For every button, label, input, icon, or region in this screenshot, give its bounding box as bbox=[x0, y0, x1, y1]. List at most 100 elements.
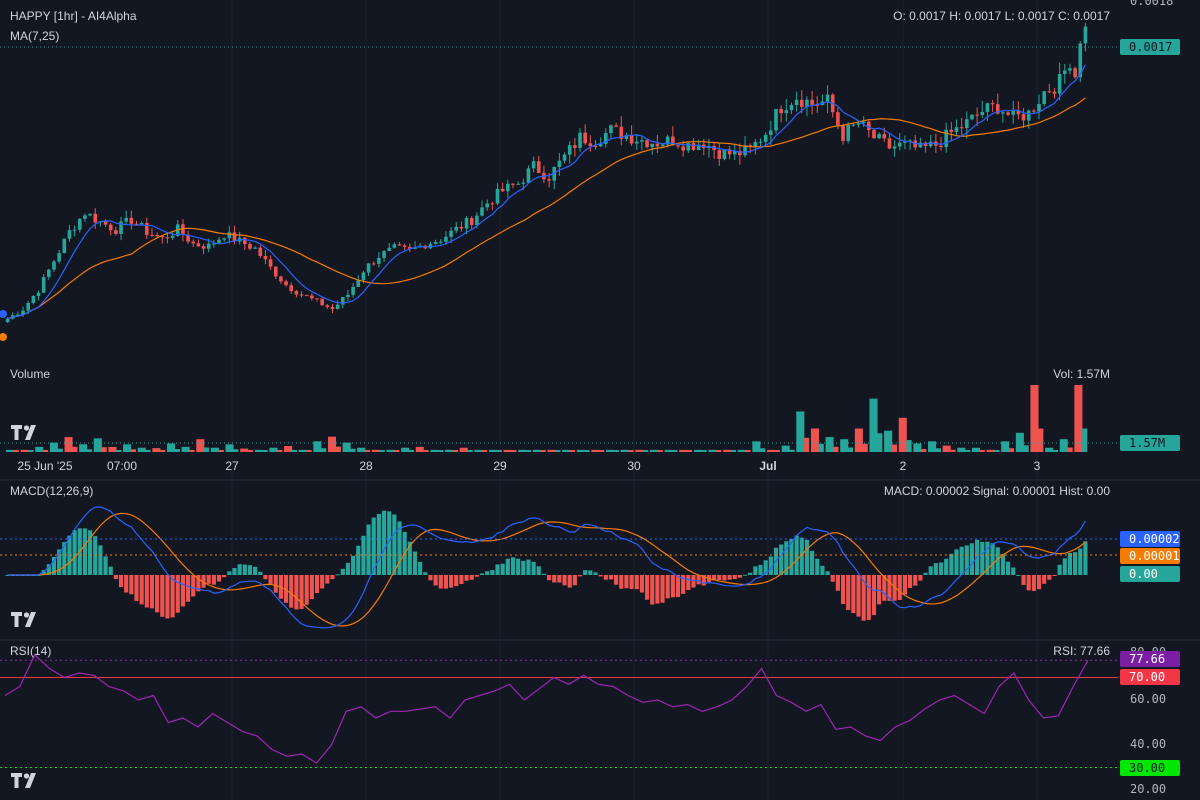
macd-histogram-bar bbox=[206, 575, 211, 584]
macd-histogram-bar bbox=[454, 575, 459, 587]
candle-body bbox=[1026, 110, 1031, 121]
candle-body bbox=[660, 144, 665, 147]
macd-histogram-bar bbox=[938, 562, 944, 575]
candle-body bbox=[784, 110, 789, 114]
candle-body bbox=[614, 125, 618, 127]
last-price-badge: 0.0017 bbox=[1120, 39, 1180, 55]
date-axis-label: 30 bbox=[627, 459, 641, 473]
macd-histogram-bar bbox=[113, 575, 118, 580]
tradingview-logo-icon bbox=[11, 612, 36, 627]
volume-bar bbox=[891, 444, 898, 452]
macd-histogram-bar bbox=[253, 566, 258, 575]
volume-bar bbox=[825, 437, 834, 452]
macd-histogram-bar bbox=[57, 549, 62, 575]
volume-bar bbox=[569, 450, 576, 452]
candle-body bbox=[557, 160, 562, 168]
candle-body bbox=[413, 247, 417, 249]
macd-histogram-bar bbox=[51, 556, 57, 575]
candle-body bbox=[722, 149, 727, 160]
volume-bar bbox=[225, 444, 234, 452]
macd-histogram-bar bbox=[381, 510, 387, 575]
macd-histogram-bar bbox=[304, 575, 309, 605]
candle-body bbox=[1078, 43, 1083, 78]
macd-histogram-bar bbox=[397, 521, 402, 575]
candle-body bbox=[1037, 103, 1041, 112]
macd-histogram-bar bbox=[108, 566, 113, 575]
candle-body bbox=[619, 126, 624, 139]
macd-histogram-bar bbox=[418, 561, 423, 575]
candle-body bbox=[531, 161, 536, 169]
candle-body bbox=[330, 306, 335, 309]
macd-histogram-bar bbox=[712, 575, 717, 581]
candle-body bbox=[794, 99, 799, 106]
candle-body bbox=[732, 151, 737, 155]
candle-body bbox=[134, 223, 139, 225]
candle-body bbox=[970, 114, 974, 120]
volume-bar bbox=[540, 450, 546, 452]
macd-histogram-bar bbox=[41, 570, 46, 575]
ma25-line bbox=[7, 97, 1086, 320]
candle-body bbox=[954, 127, 959, 132]
macd-histogram-bar bbox=[799, 537, 804, 575]
candle-body bbox=[320, 298, 324, 306]
candle-body bbox=[449, 230, 453, 237]
volume-bar bbox=[423, 450, 429, 452]
macd-histogram-bar bbox=[232, 568, 237, 575]
candle-body bbox=[671, 136, 675, 146]
macd-histogram-bar bbox=[335, 574, 340, 576]
macd-histogram-bar bbox=[897, 575, 902, 600]
macd-histogram-bar bbox=[1011, 567, 1016, 575]
candle-body bbox=[454, 226, 459, 231]
candle-body bbox=[799, 99, 804, 107]
volume-bar bbox=[467, 450, 473, 452]
macd-histogram-bar bbox=[969, 543, 975, 575]
macd-histogram-bar bbox=[572, 575, 577, 586]
candle-body bbox=[841, 125, 845, 141]
macd-histogram-bar bbox=[887, 575, 892, 601]
macd-histogram-bar bbox=[46, 564, 51, 575]
macd-histogram-bar bbox=[464, 575, 469, 581]
rsi-title[interactable]: RSI(14) bbox=[10, 644, 52, 658]
candle-body bbox=[748, 145, 753, 147]
candle-body bbox=[62, 238, 67, 254]
candle-body bbox=[1057, 73, 1062, 94]
volume-title[interactable]: Volume bbox=[10, 367, 51, 381]
volume-bar bbox=[196, 439, 205, 452]
macd-histogram-bar bbox=[526, 559, 531, 575]
volume-bar bbox=[160, 450, 166, 452]
volume-bar bbox=[810, 428, 819, 452]
volume-bar bbox=[298, 449, 307, 452]
volume-bar bbox=[116, 450, 122, 452]
macd-histogram-bar bbox=[294, 575, 299, 610]
macd-histogram-bar bbox=[593, 572, 598, 575]
volume-bar bbox=[137, 447, 146, 452]
ma-indicator-label[interactable]: MA(7,25) bbox=[10, 29, 60, 43]
macd-line bbox=[7, 506, 1086, 629]
volume-bar bbox=[649, 449, 658, 452]
macd-histogram-bar bbox=[784, 541, 789, 575]
volume-bar bbox=[781, 445, 790, 452]
candle-body bbox=[526, 168, 531, 183]
candle-body bbox=[475, 215, 479, 225]
candle-body bbox=[624, 135, 629, 139]
candle-body bbox=[108, 224, 113, 231]
macd-histogram-bar bbox=[495, 564, 500, 575]
volume-bar bbox=[701, 450, 707, 452]
ohlc-readout: O: 0.0017 H: 0.0017 L: 0.0017 C: 0.0017 bbox=[893, 9, 1110, 23]
macd-histogram-bar bbox=[810, 550, 815, 575]
candle-body bbox=[882, 133, 887, 139]
macd-histogram-bar bbox=[242, 564, 247, 575]
tradingview-logo-icon bbox=[11, 773, 36, 788]
macd-histogram-bar bbox=[861, 575, 866, 621]
macd-histogram-bar bbox=[1067, 552, 1073, 575]
macd-histogram-bar bbox=[588, 570, 593, 575]
volume-bar bbox=[847, 447, 854, 452]
macd-histogram-bar bbox=[944, 558, 949, 575]
macd-histogram-bar bbox=[155, 575, 160, 613]
price-pane bbox=[0, 22, 1118, 341]
candle-body bbox=[1083, 26, 1088, 44]
macd-title[interactable]: MACD(12,26,9) bbox=[10, 484, 94, 498]
candle-body bbox=[31, 296, 36, 303]
